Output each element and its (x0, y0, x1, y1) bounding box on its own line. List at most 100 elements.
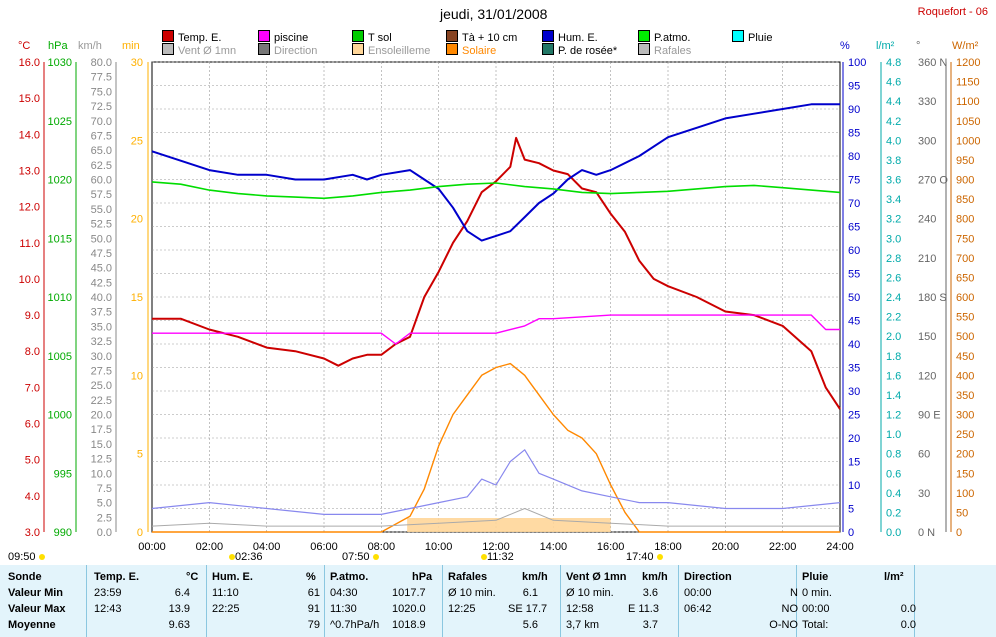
stats-cell-time: 00:00 (684, 587, 712, 599)
timeline-sunrise: 09:50 (8, 551, 45, 563)
direction-tick-label: 120 (918, 370, 936, 382)
sunshine-band (407, 518, 611, 532)
stats-cell-time: 12:58 (566, 603, 594, 615)
rain-tick-label: 4.6 (886, 77, 901, 89)
rain-tick-label: 2.6 (886, 272, 901, 284)
stats-row: Moyenne 9.63 79 ^0.7hPa/h 1018.9 5.6 3,7 km 3.7… (0, 619, 996, 635)
stats-header: Sonde (8, 571, 42, 583)
minutes-tick-label: 5 (137, 449, 143, 461)
legend-swatch (162, 30, 174, 42)
temp-tick-label: 16.0 (19, 57, 40, 69)
rain-tick-label: 2.8 (886, 253, 901, 265)
legend-swatch (542, 43, 554, 55)
legend-label: P.atmo. (654, 32, 691, 44)
wind-tick-label: 47.5 (91, 248, 112, 260)
temp-tick-label: 4.0 (25, 491, 40, 503)
direction-tick-label: 180 S (918, 292, 947, 304)
rain-tick-label: 1.2 (886, 410, 901, 422)
solar-tick-label: 50 (956, 507, 968, 519)
series-solaire-line (152, 362, 840, 533)
timeline-sunset: 17:40 (626, 551, 663, 563)
temp-tick-label: 13.0 (19, 165, 40, 177)
stats-cell-time: 04:30 (330, 587, 358, 599)
minutes-tick-label: 20 (131, 214, 143, 226)
stats-cell-value: 3.6 (642, 587, 658, 599)
stats-cell-value: 5.6 (522, 619, 538, 631)
time-tick-label: 08:00 (368, 541, 396, 553)
wind-tick-label: 40.0 (91, 292, 112, 304)
timeline-moonset: 02:36 (226, 551, 263, 563)
stats-cell-value: 79 (307, 619, 320, 631)
stats-panel: Sonde Temp. E. °C Hum. E. % P.atmo. hPa … (0, 565, 996, 637)
pressure-tick-label: 1030 (48, 57, 72, 69)
direction-tick-label: 270 O (918, 175, 948, 187)
direction-tick-label: 360 N (918, 57, 947, 69)
solar-tick-label: 700 (956, 253, 974, 265)
moon-icon (229, 554, 235, 560)
stats-cell-value: 1020.0 (392, 603, 426, 615)
temp-tick-label: 8.0 (25, 346, 40, 358)
direction-tick-label: 300 (918, 135, 936, 147)
solar-tick-label: 1050 (956, 116, 980, 128)
direction-tick-label: 30 (918, 488, 930, 500)
stats-header: Hum. E. (212, 571, 253, 583)
legend-item: Solaire (446, 43, 496, 57)
solar-tick-label: 500 (956, 331, 974, 343)
time-tick-label: 16:00 (597, 541, 625, 553)
direction-tick-label: 150 (918, 331, 936, 343)
pressure-tick-label: 1005 (48, 351, 72, 363)
solar-tick-label: 300 (956, 410, 974, 422)
legend-swatch (446, 30, 458, 42)
solar-tick-label: 250 (956, 429, 974, 441)
wind-tick-label: 22.5 (91, 395, 112, 407)
solar-tick-label: 200 (956, 449, 974, 461)
rain-tick-label: 4.4 (886, 96, 901, 108)
stats-row-label: Valeur Min (8, 587, 64, 599)
legend-swatch (352, 43, 364, 55)
stats-cell-value: NO (781, 603, 799, 615)
temp-tick-label: 10.0 (19, 274, 40, 286)
rain-tick-label: 1.0 (886, 429, 901, 441)
humidity-tick-label: 50 (848, 292, 860, 304)
solar-tick-label: 850 (956, 194, 974, 206)
humidity-tick-label: 5 (848, 504, 854, 516)
solar-tick-label: 100 (956, 488, 974, 500)
legend-label: T sol (368, 32, 392, 44)
stats-row: Valeur Min 23:59 6.4 11:10 61 04:30 1017.7 Ø 10… (0, 587, 996, 603)
moon-icon (481, 554, 487, 560)
legend-item: Temp. E. (162, 30, 221, 44)
humidity-tick-label: 75 (848, 175, 860, 187)
minutes-tick-label: 0 (137, 527, 143, 539)
rain-tick-label: 2.2 (886, 312, 901, 324)
rain-tick-label: 0.2 (886, 507, 901, 519)
solar-tick-label: 1200 (956, 57, 980, 69)
legend-item: P.atmo. (638, 30, 691, 44)
stats-unit: km/h (522, 571, 548, 583)
minutes-tick-label: 15 (131, 292, 143, 304)
humidity-tick-label: 40 (848, 339, 860, 351)
time-tick-label: 00:00 (138, 541, 166, 553)
wind-tick-label: 57.5 (91, 189, 112, 201)
stats-cell-value: 1017.7 (392, 587, 426, 599)
stats-cell-time: 06:42 (684, 603, 712, 615)
wind-tick-label: 65.0 (91, 145, 112, 157)
wind-tick-label: 20.0 (91, 410, 112, 422)
stats-cell-value: 6.4 (174, 587, 190, 599)
stats-cell-value: 0.0 (900, 603, 916, 615)
temp-tick-label: 5.0 (25, 455, 40, 467)
stats-cell-value: 6.1 (522, 587, 538, 599)
legend-item: P. de rosée* (542, 43, 617, 57)
divider (796, 565, 797, 637)
stats-header: Direction (684, 571, 732, 583)
divider (324, 565, 325, 637)
solar-tick-label: 650 (956, 272, 974, 284)
legend-label: Solaire (462, 45, 497, 57)
humidity-tick-label: 20 (848, 433, 860, 445)
solar-tick-label: 400 (956, 370, 974, 382)
legend-item: Ensoleilleme (352, 43, 430, 57)
minutes-unit: min (122, 40, 140, 52)
legend-swatch (352, 30, 364, 42)
series-hum-e-line (151, 103, 840, 242)
temp-tick-label: 9.0 (25, 310, 40, 322)
rain-tick-label: 3.0 (886, 233, 901, 245)
